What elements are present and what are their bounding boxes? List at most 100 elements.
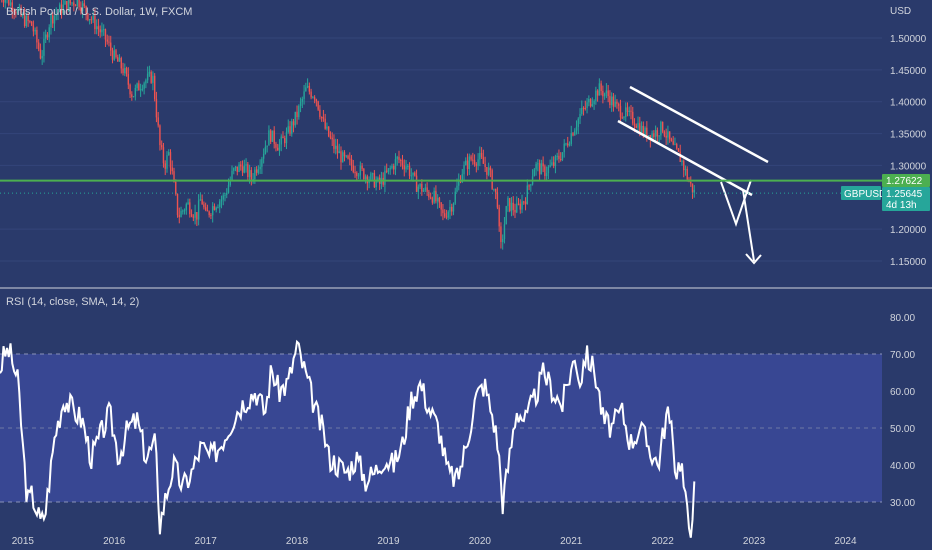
- candle-body: [13, 11, 15, 13]
- candle-body: [87, 13, 89, 20]
- candle-body: [568, 143, 571, 146]
- candle-body: [672, 141, 674, 145]
- candle-body: [530, 184, 532, 186]
- candle-body: [470, 156, 472, 160]
- rsi-title: RSI (14, close, SMA, 14, 2): [6, 296, 139, 308]
- candle-body: [8, 0, 10, 6]
- candle-body: [364, 176, 367, 180]
- candle-body: [326, 126, 328, 129]
- candle-body: [482, 157, 485, 164]
- candle-body: [85, 6, 87, 14]
- candle-body: [80, 7, 82, 12]
- candle-body: [282, 136, 284, 139]
- candle-body: [213, 206, 216, 210]
- candle-body: [684, 168, 687, 171]
- candle-body: [139, 89, 142, 91]
- candle-body: [175, 181, 177, 194]
- candle-body: [264, 146, 267, 154]
- candle-body: [16, 9, 19, 14]
- candle-body: [582, 107, 585, 109]
- candle-body: [152, 75, 154, 83]
- candle-body: [676, 144, 678, 149]
- candle-body: [67, 0, 70, 11]
- candle-body: [299, 101, 302, 106]
- candle-body: [449, 206, 451, 212]
- candle-body: [78, 0, 80, 8]
- channel-upper-line[interactable]: [629, 85, 769, 164]
- candle-body: [653, 133, 655, 137]
- candle-body: [595, 90, 597, 101]
- candle-body: [361, 165, 363, 169]
- candle-body: [129, 84, 131, 95]
- candle-body: [359, 165, 362, 176]
- candle-body: [197, 200, 200, 220]
- candle-body: [514, 209, 516, 213]
- candle-body: [538, 163, 541, 175]
- candle-body: [468, 156, 470, 170]
- candle-body: [122, 68, 124, 74]
- candle-body: [589, 98, 592, 107]
- candle-body: [313, 97, 316, 100]
- candle-body: [644, 127, 646, 136]
- candle-body: [53, 15, 56, 24]
- candle-body: [352, 165, 354, 173]
- candle-body: [178, 215, 180, 218]
- candle-body: [602, 90, 604, 97]
- price-tick-label: 1.15000: [890, 257, 927, 268]
- candle-body: [654, 130, 657, 137]
- candle-body: [171, 167, 173, 172]
- candle-body: [679, 151, 681, 162]
- candle-body: [217, 206, 219, 208]
- candle-body: [257, 169, 260, 173]
- candle-body: [347, 155, 349, 159]
- candle-body: [484, 163, 486, 167]
- projection-zigzag[interactable]: [720, 179, 752, 228]
- projection-arrow-line[interactable]: [742, 189, 755, 262]
- candle-body: [310, 91, 312, 98]
- candle-body: [9, 2, 12, 6]
- time-tick-label: 2024: [834, 536, 857, 547]
- projection-arrow-head[interactable]: [745, 253, 762, 265]
- candle-body: [187, 202, 189, 205]
- candle-body: [215, 207, 217, 210]
- candle-body: [663, 131, 666, 136]
- candle-body: [391, 165, 393, 169]
- candle-body: [456, 185, 458, 192]
- candle-body: [588, 98, 590, 103]
- candle-body: [41, 55, 43, 59]
- candle-body: [547, 166, 550, 174]
- candle-body: [168, 152, 170, 156]
- candle-body: [408, 165, 411, 176]
- price-tick-label: 1.20000: [890, 225, 927, 236]
- candle-body: [516, 203, 518, 213]
- candle-body: [182, 210, 184, 212]
- candle-body: [22, 15, 24, 17]
- candle-body: [255, 169, 258, 173]
- candle-body: [285, 131, 288, 144]
- candle-body: [357, 175, 360, 177]
- candle-body: [30, 21, 33, 26]
- candle-body: [222, 195, 224, 200]
- candle-body: [405, 166, 407, 170]
- candle-body: [208, 211, 210, 216]
- candle-body: [57, 12, 59, 14]
- candle-body: [292, 121, 295, 126]
- time-tick-label: 2020: [469, 536, 492, 547]
- rsi-axis: 80.00 70.00 60.00 50.00 40.00 30.00: [890, 313, 915, 509]
- candle-body: [535, 163, 537, 170]
- candle-body: [60, 4, 63, 14]
- channel-lower-line[interactable]: [617, 119, 753, 197]
- candle-body: [415, 175, 418, 192]
- candle-body: [95, 26, 98, 30]
- candle-body: [52, 14, 54, 24]
- candle-body: [335, 145, 337, 149]
- candle-body: [48, 27, 50, 38]
- candle-body: [584, 107, 587, 109]
- candle-body: [83, 3, 86, 7]
- candle-body: [76, 0, 79, 6]
- candle-body: [667, 131, 669, 138]
- rsi-tick-label: 50.00: [890, 424, 915, 435]
- time-tick-label: 2022: [652, 536, 675, 547]
- candle-body: [554, 156, 557, 167]
- candle-body: [134, 88, 137, 97]
